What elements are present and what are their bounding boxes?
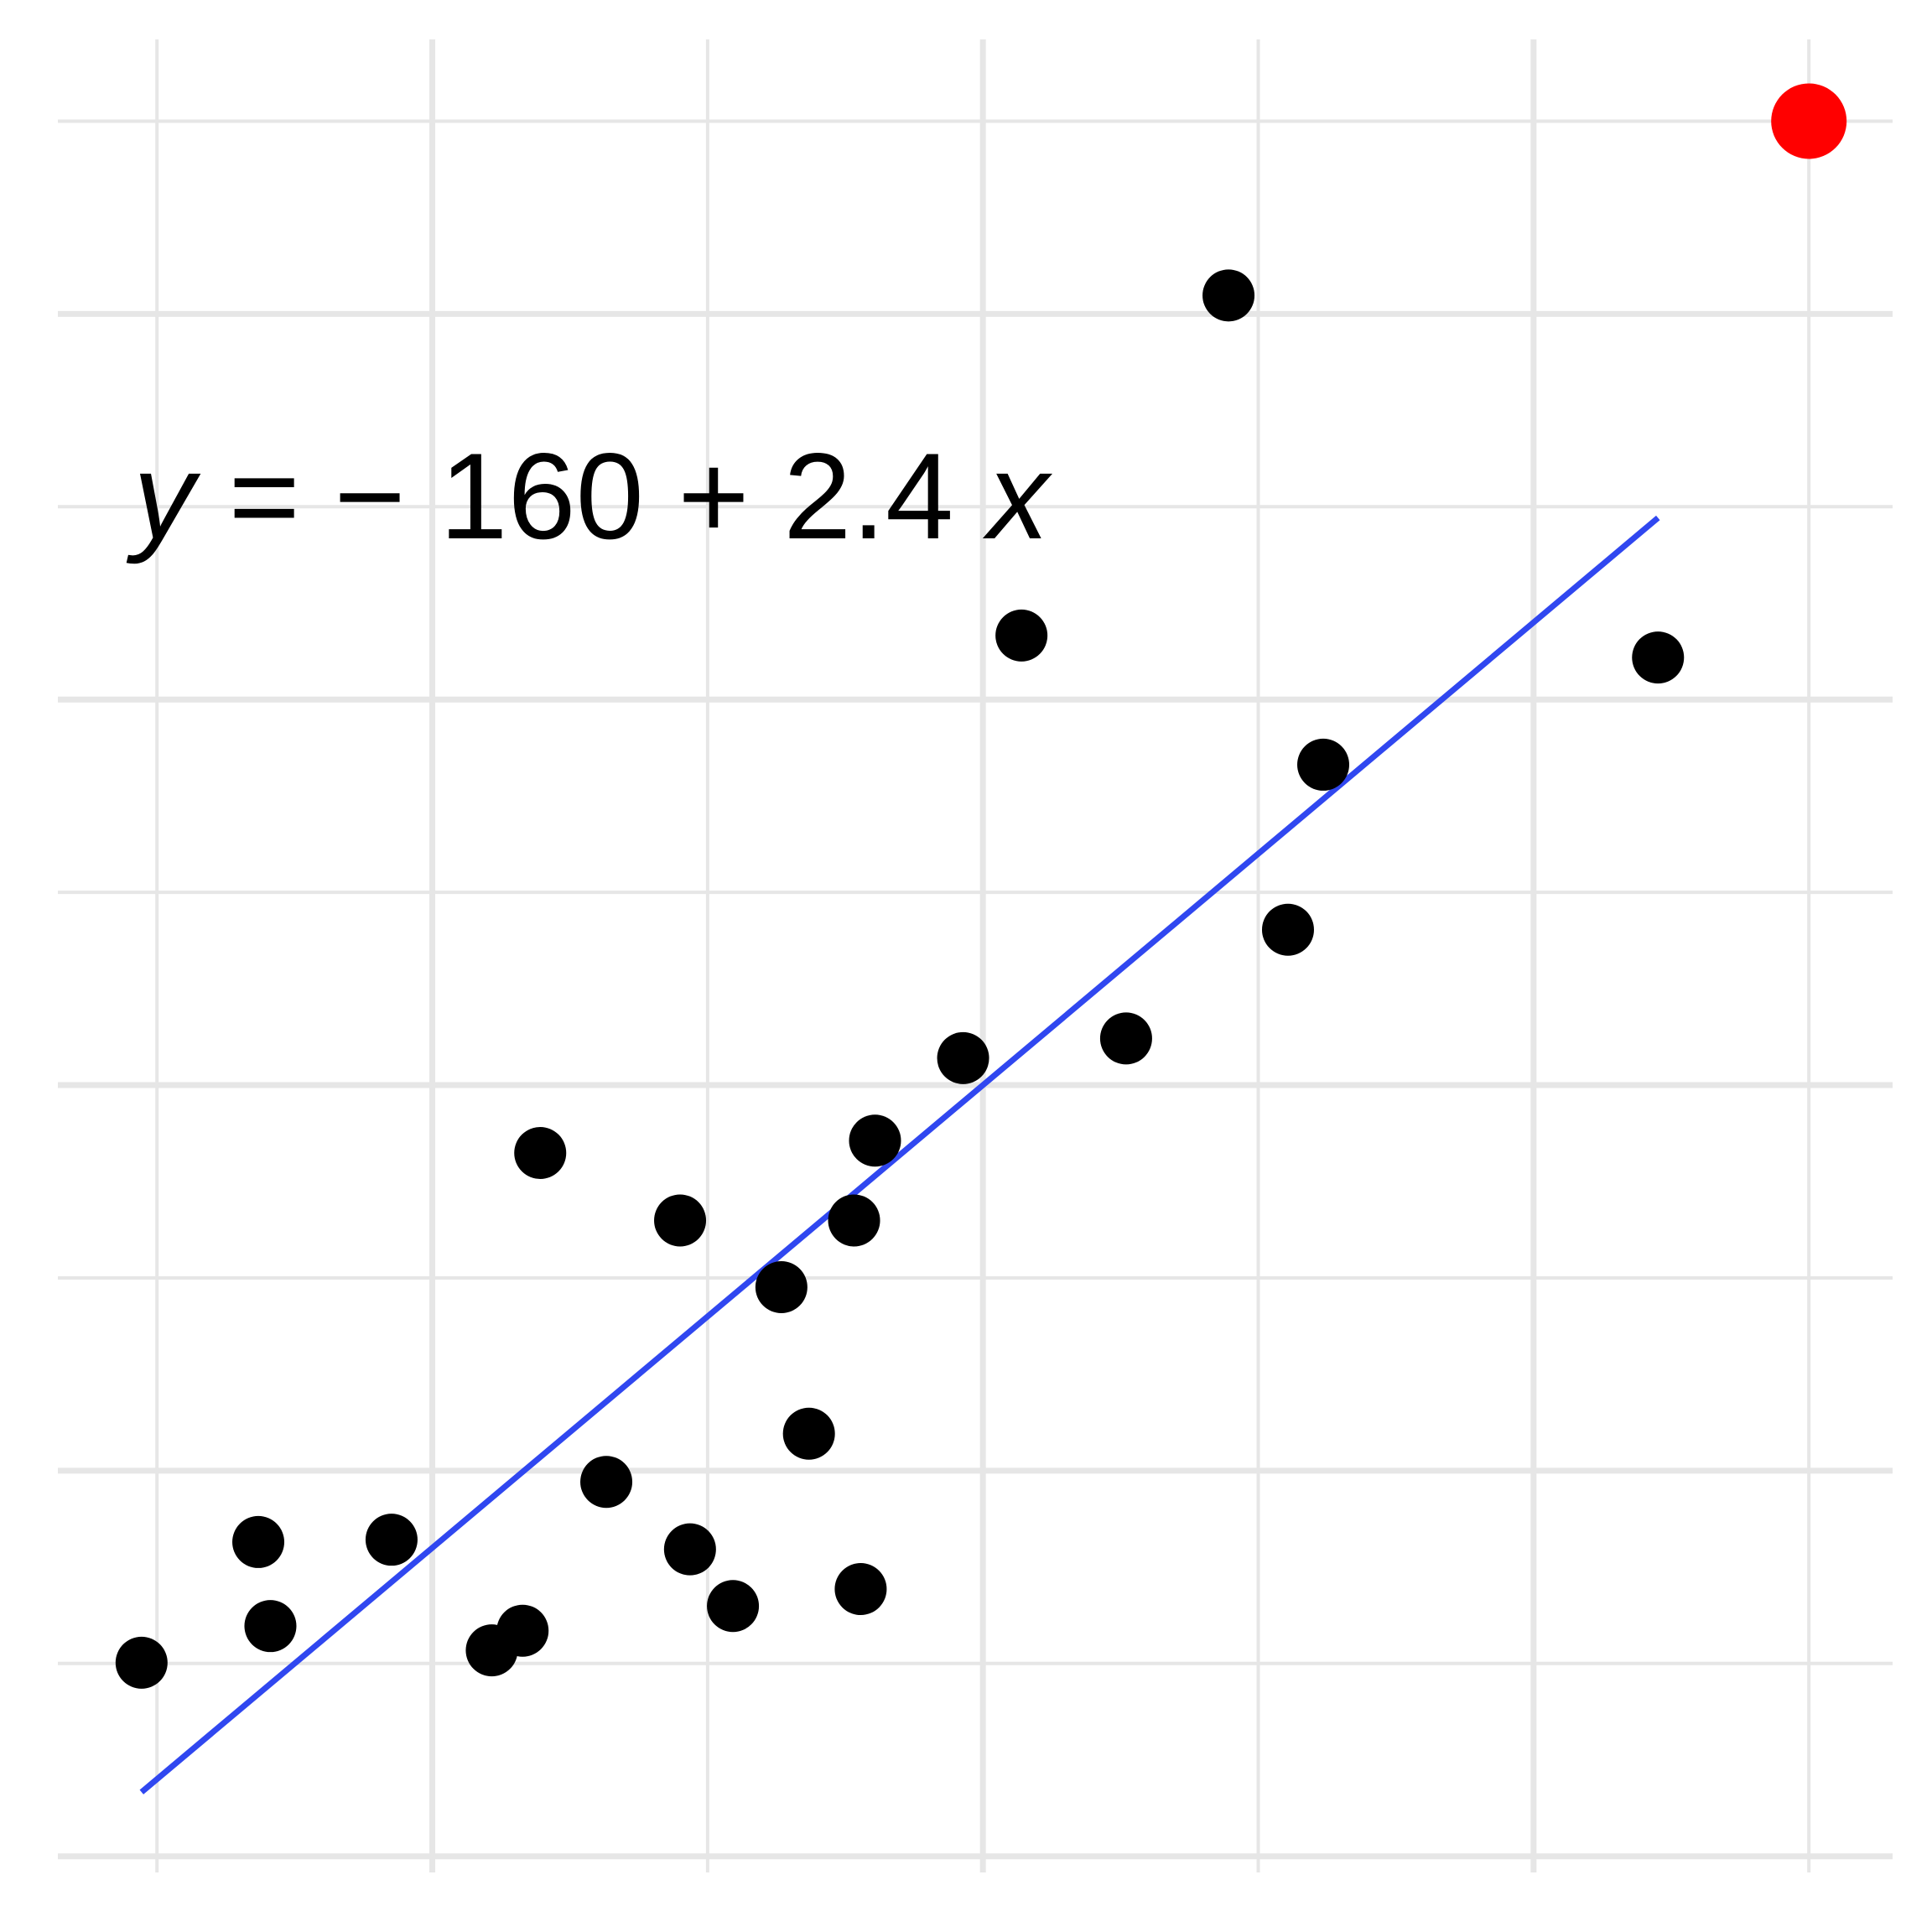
point <box>654 1194 707 1247</box>
point <box>514 1126 567 1179</box>
fit-line <box>139 515 1660 1794</box>
fit-layer <box>139 515 1660 1794</box>
highlight-point <box>1771 83 1847 159</box>
point <box>1297 738 1350 791</box>
point <box>496 1604 549 1657</box>
points-layer <box>115 83 1847 1689</box>
point <box>834 1563 887 1616</box>
point <box>1099 1012 1152 1065</box>
point <box>115 1636 168 1689</box>
point <box>244 1600 297 1653</box>
point <box>663 1523 716 1576</box>
equation-y: y <box>126 428 201 564</box>
equation-body: = − 160 + 2.4 <box>229 428 954 564</box>
point <box>707 1580 760 1633</box>
point <box>782 1407 835 1460</box>
point <box>849 1114 901 1167</box>
point <box>1261 903 1314 956</box>
point <box>995 609 1048 662</box>
point <box>937 1031 989 1084</box>
point <box>232 1515 285 1568</box>
point <box>365 1514 418 1566</box>
equation-x: x <box>983 428 1053 564</box>
equation: y = − 160 + 2.4 x <box>126 428 1053 564</box>
point <box>755 1260 808 1313</box>
point <box>828 1194 880 1247</box>
point <box>1202 269 1255 322</box>
point <box>580 1456 633 1509</box>
grid <box>58 39 1893 1872</box>
point <box>1632 631 1685 684</box>
